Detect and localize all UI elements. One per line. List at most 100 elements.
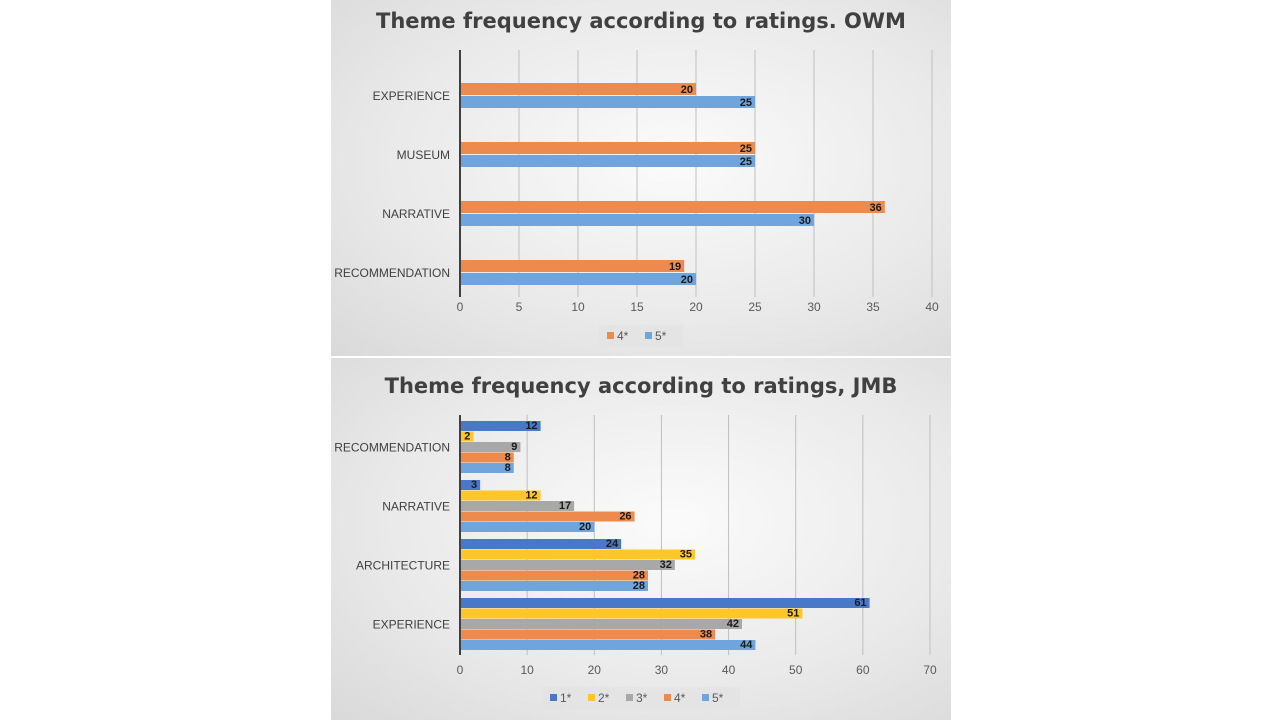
data-label: 20 xyxy=(681,84,693,96)
bar-4*-architecture xyxy=(460,570,648,581)
data-label: 24 xyxy=(606,538,619,550)
bar-4*-narrative xyxy=(460,201,885,213)
x-tick-label: 60 xyxy=(856,663,870,677)
bar-5*-narrative xyxy=(460,522,595,532)
category-label: ARCHITECTURE xyxy=(356,558,450,572)
data-label: 42 xyxy=(727,618,739,630)
bar-1*-architecture xyxy=(460,539,622,549)
bar-2*-narrative xyxy=(460,490,541,501)
data-label: 51 xyxy=(787,608,799,620)
data-label: 20 xyxy=(579,521,591,533)
category-label: NARRATIVE xyxy=(382,207,450,221)
data-label: 28 xyxy=(633,570,645,582)
data-label: 28 xyxy=(633,580,645,592)
bar-5*-experience xyxy=(460,640,756,650)
data-label: 12 xyxy=(525,420,537,432)
data-label: 25 xyxy=(740,156,752,168)
bar-4*-experience xyxy=(460,83,696,95)
bar-3*-architecture xyxy=(460,560,675,570)
bar-1*-narrative xyxy=(460,480,481,490)
chart-jmb: Theme frequency according to ratings, JM… xyxy=(331,358,951,720)
category-label: NARRATIVE xyxy=(382,499,450,513)
legend-label: 3* xyxy=(636,691,648,705)
chart-title: Theme frequency according to ratings, JM… xyxy=(385,374,898,398)
data-label: 9 xyxy=(511,441,517,453)
bar-2*-recommendation xyxy=(460,431,474,442)
legend-label: 5* xyxy=(712,691,724,705)
x-tick-label: 70 xyxy=(923,663,937,677)
bar-1*-experience xyxy=(460,598,870,608)
data-label: 36 xyxy=(870,202,882,214)
data-label: 17 xyxy=(559,500,571,512)
legend-label: 4* xyxy=(617,329,629,343)
category-label: EXPERIENCE xyxy=(373,89,450,103)
chart-title: Theme frequency according to ratings. OW… xyxy=(376,9,906,33)
data-label: 8 xyxy=(505,462,511,474)
x-tick-label: 5 xyxy=(516,300,523,314)
data-label: 35 xyxy=(680,549,692,561)
legend-swatch xyxy=(626,694,633,701)
bar-2*-experience xyxy=(460,608,803,619)
x-tick-label: 30 xyxy=(655,663,669,677)
bar-2*-architecture xyxy=(460,549,695,560)
data-label: 38 xyxy=(700,629,712,641)
x-tick-label: 10 xyxy=(571,300,585,314)
legend-label: 1* xyxy=(560,691,572,705)
bar-4*-museum xyxy=(460,142,755,154)
legend-label: 4* xyxy=(674,691,686,705)
x-tick-label: 20 xyxy=(588,663,602,677)
bar-5*-narrative xyxy=(460,214,814,226)
x-tick-label: 10 xyxy=(520,663,534,677)
legend-label: 5* xyxy=(655,329,667,343)
legend xyxy=(599,325,683,347)
bar-3*-experience xyxy=(460,619,742,629)
legend-swatch xyxy=(664,694,671,701)
data-label: 30 xyxy=(799,215,811,227)
data-label: 26 xyxy=(619,511,631,523)
legend-swatch xyxy=(550,694,557,701)
bar-3*-narrative xyxy=(460,501,575,511)
data-label: 44 xyxy=(740,639,753,651)
x-tick-label: 40 xyxy=(925,300,939,314)
data-label: 20 xyxy=(681,274,693,286)
bar-5*-experience xyxy=(460,96,755,108)
chart-owm: Theme frequency according to ratings. OW… xyxy=(331,0,951,356)
data-label: 19 xyxy=(669,261,681,273)
legend-label: 2* xyxy=(598,691,610,705)
category-label: RECOMMENDATION xyxy=(334,266,450,280)
bar-1*-recommendation xyxy=(460,421,541,431)
data-label: 32 xyxy=(660,559,672,571)
legend-swatch xyxy=(702,694,709,701)
bar-4*-experience xyxy=(460,629,716,640)
bar-5*-museum xyxy=(460,155,755,167)
x-tick-label: 50 xyxy=(789,663,803,677)
category-label: EXPERIENCE xyxy=(373,617,450,631)
bar-3*-recommendation xyxy=(460,442,521,452)
legend-swatch xyxy=(588,694,595,701)
data-label: 61 xyxy=(854,597,866,609)
category-label: MUSEUM xyxy=(397,148,450,162)
bar-4*-narrative xyxy=(460,511,635,522)
bar-5*-recommendation xyxy=(460,273,696,285)
x-tick-label: 20 xyxy=(689,300,703,314)
data-label: 25 xyxy=(740,143,752,155)
bar-5*-architecture xyxy=(460,581,648,591)
legend xyxy=(542,687,740,709)
bar-4*-recommendation xyxy=(460,452,514,463)
category-label: RECOMMENDATION xyxy=(334,440,450,454)
bar-5*-recommendation xyxy=(460,463,514,473)
legend-swatch xyxy=(607,332,614,339)
data-label: 25 xyxy=(740,97,752,109)
data-label: 3 xyxy=(471,479,477,491)
data-label: 2 xyxy=(464,431,470,443)
x-tick-label: 0 xyxy=(457,300,464,314)
data-label: 8 xyxy=(505,452,511,464)
x-tick-label: 30 xyxy=(807,300,821,314)
legend-swatch xyxy=(645,332,652,339)
x-tick-label: 35 xyxy=(866,300,880,314)
bar-4*-recommendation xyxy=(460,260,685,272)
x-tick-label: 0 xyxy=(457,663,464,677)
x-tick-label: 25 xyxy=(748,300,762,314)
x-tick-label: 15 xyxy=(630,300,644,314)
data-label: 12 xyxy=(525,490,537,502)
